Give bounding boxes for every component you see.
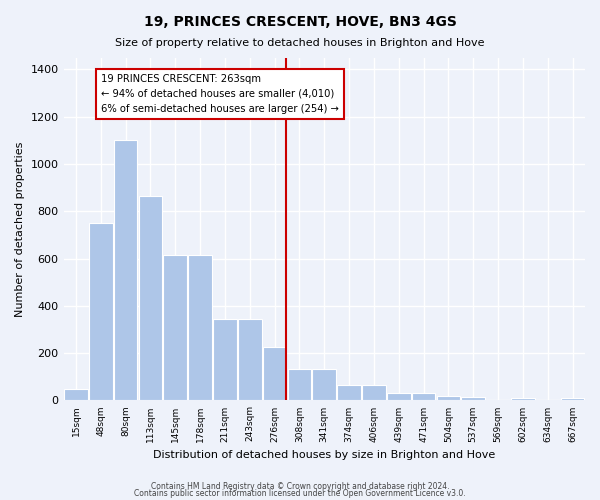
Bar <box>511 398 535 400</box>
X-axis label: Distribution of detached houses by size in Brighton and Hove: Distribution of detached houses by size … <box>153 450 496 460</box>
Bar <box>238 319 262 400</box>
Text: 19 PRINCES CRESCENT: 263sqm
← 94% of detached houses are smaller (4,010)
6% of s: 19 PRINCES CRESCENT: 263sqm ← 94% of det… <box>101 74 338 114</box>
Bar <box>313 368 336 400</box>
Bar <box>437 396 460 400</box>
Bar <box>188 255 212 400</box>
Bar <box>163 255 187 400</box>
Bar <box>287 368 311 400</box>
Y-axis label: Number of detached properties: Number of detached properties <box>15 142 25 316</box>
Bar <box>213 319 237 400</box>
Bar <box>412 394 436 400</box>
Bar <box>64 389 88 400</box>
Bar <box>561 398 584 400</box>
Text: Contains HM Land Registry data © Crown copyright and database right 2024.: Contains HM Land Registry data © Crown c… <box>151 482 449 491</box>
Bar <box>337 385 361 400</box>
Bar <box>461 397 485 400</box>
Bar <box>387 394 410 400</box>
Text: Contains public sector information licensed under the Open Government Licence v3: Contains public sector information licen… <box>134 489 466 498</box>
Bar <box>139 196 162 400</box>
Bar <box>362 385 386 400</box>
Bar <box>263 347 286 401</box>
Text: Size of property relative to detached houses in Brighton and Hove: Size of property relative to detached ho… <box>115 38 485 48</box>
Bar <box>114 140 137 400</box>
Text: 19, PRINCES CRESCENT, HOVE, BN3 4GS: 19, PRINCES CRESCENT, HOVE, BN3 4GS <box>143 15 457 29</box>
Bar <box>89 223 113 400</box>
